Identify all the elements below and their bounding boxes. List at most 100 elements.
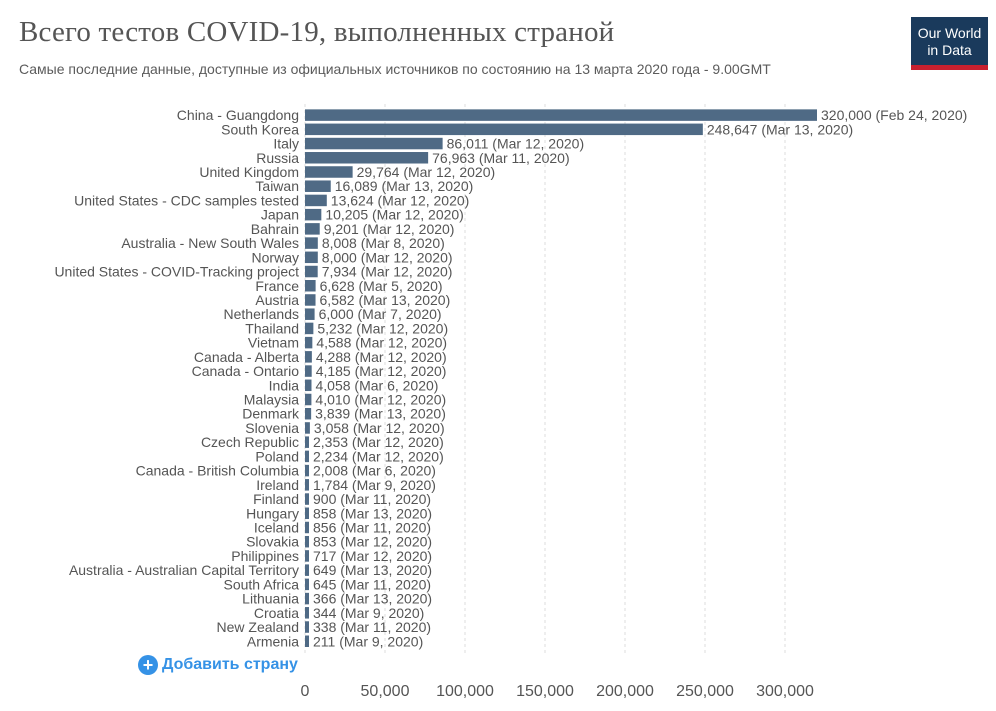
value-label: 16,089 (Mar 13, 2020) <box>335 178 474 194</box>
bar[interactable] <box>305 166 353 178</box>
bar[interactable] <box>305 607 309 619</box>
bar[interactable] <box>305 322 314 335</box>
x-tick-label: 200,000 <box>596 683 654 700</box>
value-label: 86,011 (Mar 12, 2020) <box>447 136 585 152</box>
category-label: Slovakia <box>246 534 299 550</box>
value-label: 338 (Mar 11, 2020) <box>313 619 431 635</box>
category-label: Thailand <box>245 320 299 336</box>
bar[interactable] <box>305 550 309 562</box>
value-label: 1,784 (Mar 9, 2020) <box>313 477 436 493</box>
value-label: 717 (Mar 12, 2020) <box>313 548 432 564</box>
value-label: 7,934 (Mar 12, 2020) <box>322 264 453 280</box>
bars <box>305 109 817 647</box>
bar[interactable] <box>305 479 309 491</box>
chart-title: Всего тестов COVID-19, выполненных стран… <box>19 16 615 48</box>
category-label: India <box>269 377 300 393</box>
bar[interactable] <box>305 507 309 520</box>
category-label: Netherlands <box>224 306 300 322</box>
plus-circle-icon: + <box>138 655 158 675</box>
x-tick-label: 250,000 <box>676 683 734 700</box>
value-label: 320,000 (Feb 24, 2020) <box>821 107 967 123</box>
value-label: 4,010 (Mar 12, 2020) <box>315 392 446 408</box>
value-label: 76,963 (Mar 11, 2020) <box>432 150 570 166</box>
category-label: Australia - Australian Capital Territory <box>69 562 299 578</box>
value-label: 4,588 (Mar 12, 2020) <box>316 335 447 351</box>
bar[interactable] <box>305 621 309 633</box>
bar[interactable] <box>305 635 309 648</box>
bar[interactable] <box>305 280 316 292</box>
bar[interactable] <box>305 251 318 264</box>
category-label: Japan <box>261 207 299 223</box>
bar[interactable] <box>305 521 309 534</box>
category-label: Norway <box>252 249 299 265</box>
bar[interactable] <box>305 493 309 505</box>
add-country-label: Добавить страну <box>162 656 298 673</box>
chart-subtitle: Самые последние данные, доступные из офи… <box>19 61 771 77</box>
category-label: Australia - New South Wales <box>121 235 299 251</box>
category-label: Canada - Alberta <box>194 349 299 365</box>
value-label: 4,058 (Mar 6, 2020) <box>315 377 438 393</box>
bar[interactable] <box>305 194 327 207</box>
bar[interactable] <box>305 308 315 320</box>
bar[interactable] <box>305 208 322 221</box>
x-tick-label: 300,000 <box>756 683 814 700</box>
category-label: United Kingdom <box>199 164 299 180</box>
value-label: 9,201 (Mar 12, 2020) <box>324 221 455 237</box>
category-label: France <box>255 278 299 294</box>
value-label: 366 (Mar 13, 2020) <box>313 591 432 607</box>
category-label: Canada - Ontario <box>192 363 300 379</box>
category-label: Czech Republic <box>201 434 299 450</box>
logo-accent-bar <box>911 65 988 70</box>
category-label: Taiwan <box>255 178 299 194</box>
category-label: China - Guangdong <box>177 107 299 123</box>
x-tick-label: 0 <box>301 683 310 700</box>
x-axis-ticks: 0 50,000 100,000 150,000 200,000 250,000 300,0… <box>301 683 814 700</box>
bar[interactable] <box>305 109 817 121</box>
category-label: Philippines <box>231 548 299 564</box>
bar[interactable] <box>305 223 320 235</box>
add-country-button[interactable]: + Добавить страну <box>138 655 298 675</box>
bar[interactable] <box>305 265 318 278</box>
bar[interactable] <box>305 123 703 136</box>
bar[interactable] <box>305 564 309 576</box>
bar[interactable] <box>305 180 331 192</box>
value-label: 5,232 (Mar 12, 2020) <box>317 320 448 336</box>
bar[interactable] <box>305 351 312 363</box>
bar[interactable] <box>305 237 318 249</box>
value-label: 8,008 (Mar 8, 2020) <box>322 235 445 251</box>
bar[interactable] <box>305 464 309 477</box>
bar[interactable] <box>305 422 310 434</box>
value-label: 858 (Mar 13, 2020) <box>313 505 432 521</box>
value-label: 211 (Mar 9, 2020) <box>313 633 423 649</box>
category-label: Bahrain <box>251 221 299 237</box>
category-label: Austria <box>255 292 299 308</box>
bar[interactable] <box>305 535 309 548</box>
x-tick-label: 150,000 <box>516 683 574 700</box>
owid-logo[interactable]: Our World in Data <box>911 17 988 70</box>
bar[interactable] <box>305 578 309 591</box>
category-label: United States - COVID-Tracking project <box>54 264 299 280</box>
bar[interactable] <box>305 393 312 406</box>
bar[interactable] <box>305 436 309 448</box>
bar[interactable] <box>305 294 316 306</box>
value-label: 10,205 (Mar 12, 2020) <box>325 207 464 223</box>
value-label: 2,234 (Mar 12, 2020) <box>313 448 444 464</box>
bar[interactable] <box>305 379 312 392</box>
x-tick-label: 100,000 <box>436 683 494 700</box>
value-label: 4,185 (Mar 12, 2020) <box>316 363 447 379</box>
bar[interactable] <box>305 365 312 377</box>
bar[interactable] <box>305 336 313 349</box>
bar[interactable] <box>305 450 309 463</box>
grid-lines <box>304 104 786 655</box>
category-label: Armenia <box>247 633 299 649</box>
bar[interactable] <box>305 592 309 605</box>
bar[interactable] <box>305 152 429 164</box>
value-label: 2,008 (Mar 6, 2020) <box>313 463 436 479</box>
bar[interactable] <box>305 137 443 150</box>
category-label: South Africa <box>224 576 300 592</box>
value-label: 649 (Mar 13, 2020) <box>313 562 432 578</box>
bar[interactable] <box>305 407 312 420</box>
value-labels: 320,000 (Feb 24, 2020)248,647 (Mar 13, 2… <box>313 107 967 649</box>
